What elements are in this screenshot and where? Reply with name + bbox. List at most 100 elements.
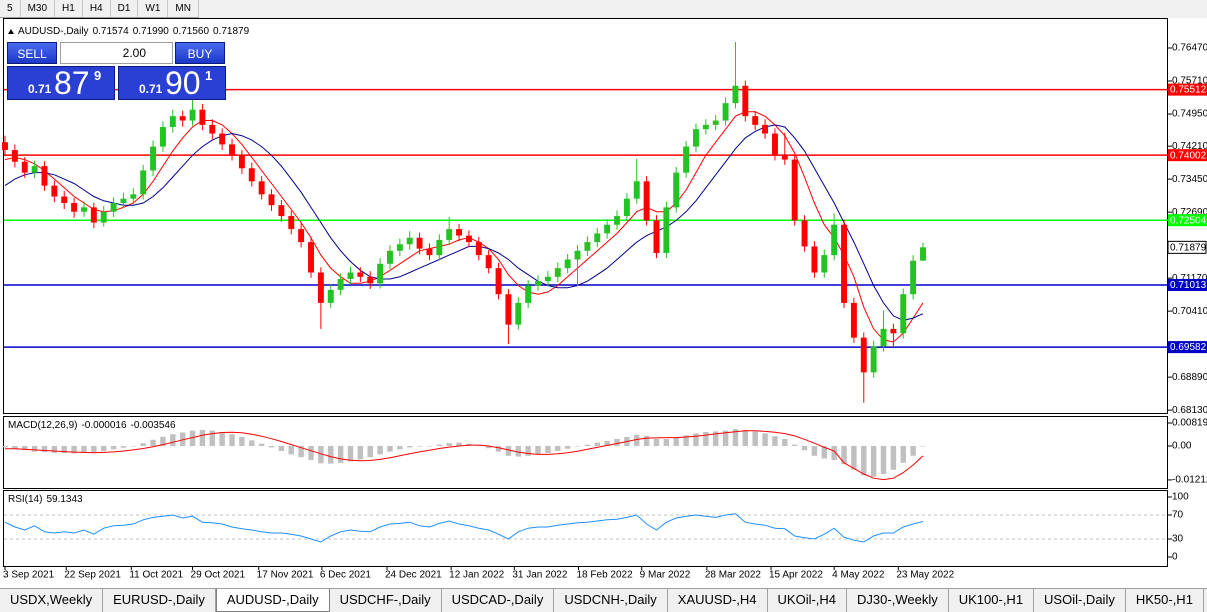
macd-bar bbox=[308, 445, 314, 460]
macd-bar bbox=[880, 445, 887, 474]
timeframe-button[interactable]: H1 bbox=[55, 0, 83, 17]
chart-tab[interactable]: UKOil-,H4 bbox=[768, 589, 848, 612]
chart-tab[interactable]: EURUSD-,Daily bbox=[103, 589, 216, 612]
candle-body bbox=[396, 244, 403, 251]
macd-bar bbox=[693, 433, 699, 446]
macd-bar bbox=[41, 445, 48, 453]
chart-tab[interactable]: XAUUSD-,H4 bbox=[668, 589, 768, 612]
y-tick-label: 0.008197 bbox=[1172, 418, 1207, 429]
timeframe-button[interactable]: D1 bbox=[111, 0, 139, 17]
timeframe-button[interactable]: H4 bbox=[83, 0, 111, 17]
chart-tab[interactable]: USDCHF-,Daily bbox=[330, 589, 442, 612]
candle-body bbox=[367, 276, 374, 284]
chart-tab[interactable]: DJ30-,Weekly bbox=[847, 589, 949, 612]
candle-body bbox=[21, 161, 28, 173]
macd-bar bbox=[634, 434, 640, 446]
chart-tab[interactable]: HK50-,H1 bbox=[1126, 589, 1204, 612]
macd-bar bbox=[2, 445, 8, 448]
candle-body bbox=[525, 285, 532, 303]
chart-tab[interactable]: AUDUSD-,Daily bbox=[215, 589, 330, 612]
candle-body bbox=[890, 328, 897, 334]
chart-tab[interactable]: UK100-,H1 bbox=[949, 589, 1035, 612]
candle-body bbox=[446, 229, 453, 240]
macd-bar bbox=[821, 445, 828, 459]
candle-body bbox=[614, 216, 620, 225]
macd-title: MACD(12,26,9) bbox=[8, 420, 77, 431]
macd-bar bbox=[683, 435, 689, 446]
macd-bar bbox=[742, 429, 749, 446]
macd-main-value: -0.000016 bbox=[81, 420, 126, 431]
macd-bar bbox=[249, 440, 255, 446]
bid-quote[interactable]: 0.71 87 9 bbox=[7, 65, 115, 101]
macd-signal-value: -0.003546 bbox=[131, 420, 176, 431]
x-tick-label: 28 Mar 2022 bbox=[705, 570, 762, 581]
y-tick-label: 0.76470 bbox=[1172, 43, 1207, 54]
lots-input[interactable]: 2.00 bbox=[60, 42, 173, 64]
macd-bar bbox=[268, 445, 275, 448]
candle-body bbox=[544, 276, 551, 282]
candle-body bbox=[860, 337, 867, 373]
macd-bar bbox=[357, 445, 364, 460]
candle-body bbox=[327, 289, 334, 303]
x-tick-label: 24 Dec 2021 bbox=[385, 570, 442, 581]
timeframe-button[interactable]: 5 bbox=[0, 0, 21, 17]
macd-bar bbox=[426, 445, 433, 447]
macd-bar bbox=[594, 442, 600, 446]
macd-bar bbox=[258, 443, 265, 446]
macd-bar bbox=[841, 445, 847, 465]
chart-header: AUDUSD-,Daily 0.71574 0.71990 0.71560 0.7187… bbox=[18, 26, 250, 37]
macd-bar bbox=[377, 445, 383, 455]
candle-body bbox=[831, 224, 838, 256]
collapse-icon[interactable] bbox=[8, 29, 14, 34]
chart-tab[interactable]: USOil-,Daily bbox=[1034, 589, 1126, 612]
macd-bar bbox=[574, 445, 581, 447]
y-tick-label: 0.74210 bbox=[1172, 141, 1207, 152]
candle-body bbox=[693, 129, 699, 147]
candle-body bbox=[416, 237, 423, 249]
candle-body bbox=[752, 116, 759, 125]
macd-bar bbox=[81, 445, 87, 453]
macd-bar bbox=[653, 438, 660, 446]
candle-body bbox=[2, 142, 8, 151]
ask-quote[interactable]: 0.71 90 1 bbox=[118, 65, 226, 101]
y-tick-label: 0.68130 bbox=[1172, 405, 1207, 416]
macd-bar bbox=[12, 445, 18, 449]
macd-bar bbox=[140, 443, 146, 446]
timeframe-button[interactable]: MN bbox=[168, 0, 199, 17]
macd-bar bbox=[870, 445, 877, 477]
macd-bar bbox=[801, 445, 808, 451]
macd-bar bbox=[703, 431, 709, 446]
macd-bar bbox=[515, 445, 522, 457]
bid-pips: 87 bbox=[54, 65, 90, 101]
timeframe-button[interactable]: W1 bbox=[138, 0, 169, 17]
macd-bar bbox=[120, 445, 127, 448]
macd-bar bbox=[160, 436, 166, 446]
level-tag bbox=[1168, 278, 1207, 291]
bid-fraction: 9 bbox=[94, 68, 102, 83]
macd-bar bbox=[91, 445, 97, 453]
ohlc-value: 0.71990 bbox=[133, 26, 170, 37]
chart-tab[interactable]: USDX,Weekly bbox=[0, 589, 104, 612]
chart-tab[interactable]: USDCNH-,Daily bbox=[554, 589, 668, 612]
macd-bar bbox=[150, 439, 156, 446]
candle-body bbox=[574, 250, 581, 260]
candle-body bbox=[199, 109, 206, 125]
y-tick-label: 0.75710 bbox=[1172, 76, 1207, 87]
candle-body bbox=[150, 146, 157, 171]
sell-button[interactable]: SELL bbox=[7, 42, 57, 64]
candle-body bbox=[515, 302, 522, 325]
x-tick-label: 11 Oct 2021 bbox=[129, 570, 183, 581]
y-tick-label: -0.01212 bbox=[1172, 475, 1207, 486]
moving-average bbox=[4, 124, 924, 321]
macd-bar bbox=[278, 445, 285, 452]
macd-bar bbox=[31, 445, 38, 452]
buy-button[interactable]: BUY bbox=[175, 42, 225, 64]
x-tick-label: 18 Feb 2022 bbox=[577, 570, 634, 581]
macd-bar bbox=[110, 445, 117, 450]
y-tick-label: 0.70410 bbox=[1172, 306, 1207, 317]
candle-body bbox=[288, 216, 295, 230]
chart-tab[interactable]: USDCAD-,Daily bbox=[442, 589, 555, 612]
candle-body bbox=[337, 279, 344, 290]
timeframe-button[interactable]: M30 bbox=[21, 0, 56, 17]
